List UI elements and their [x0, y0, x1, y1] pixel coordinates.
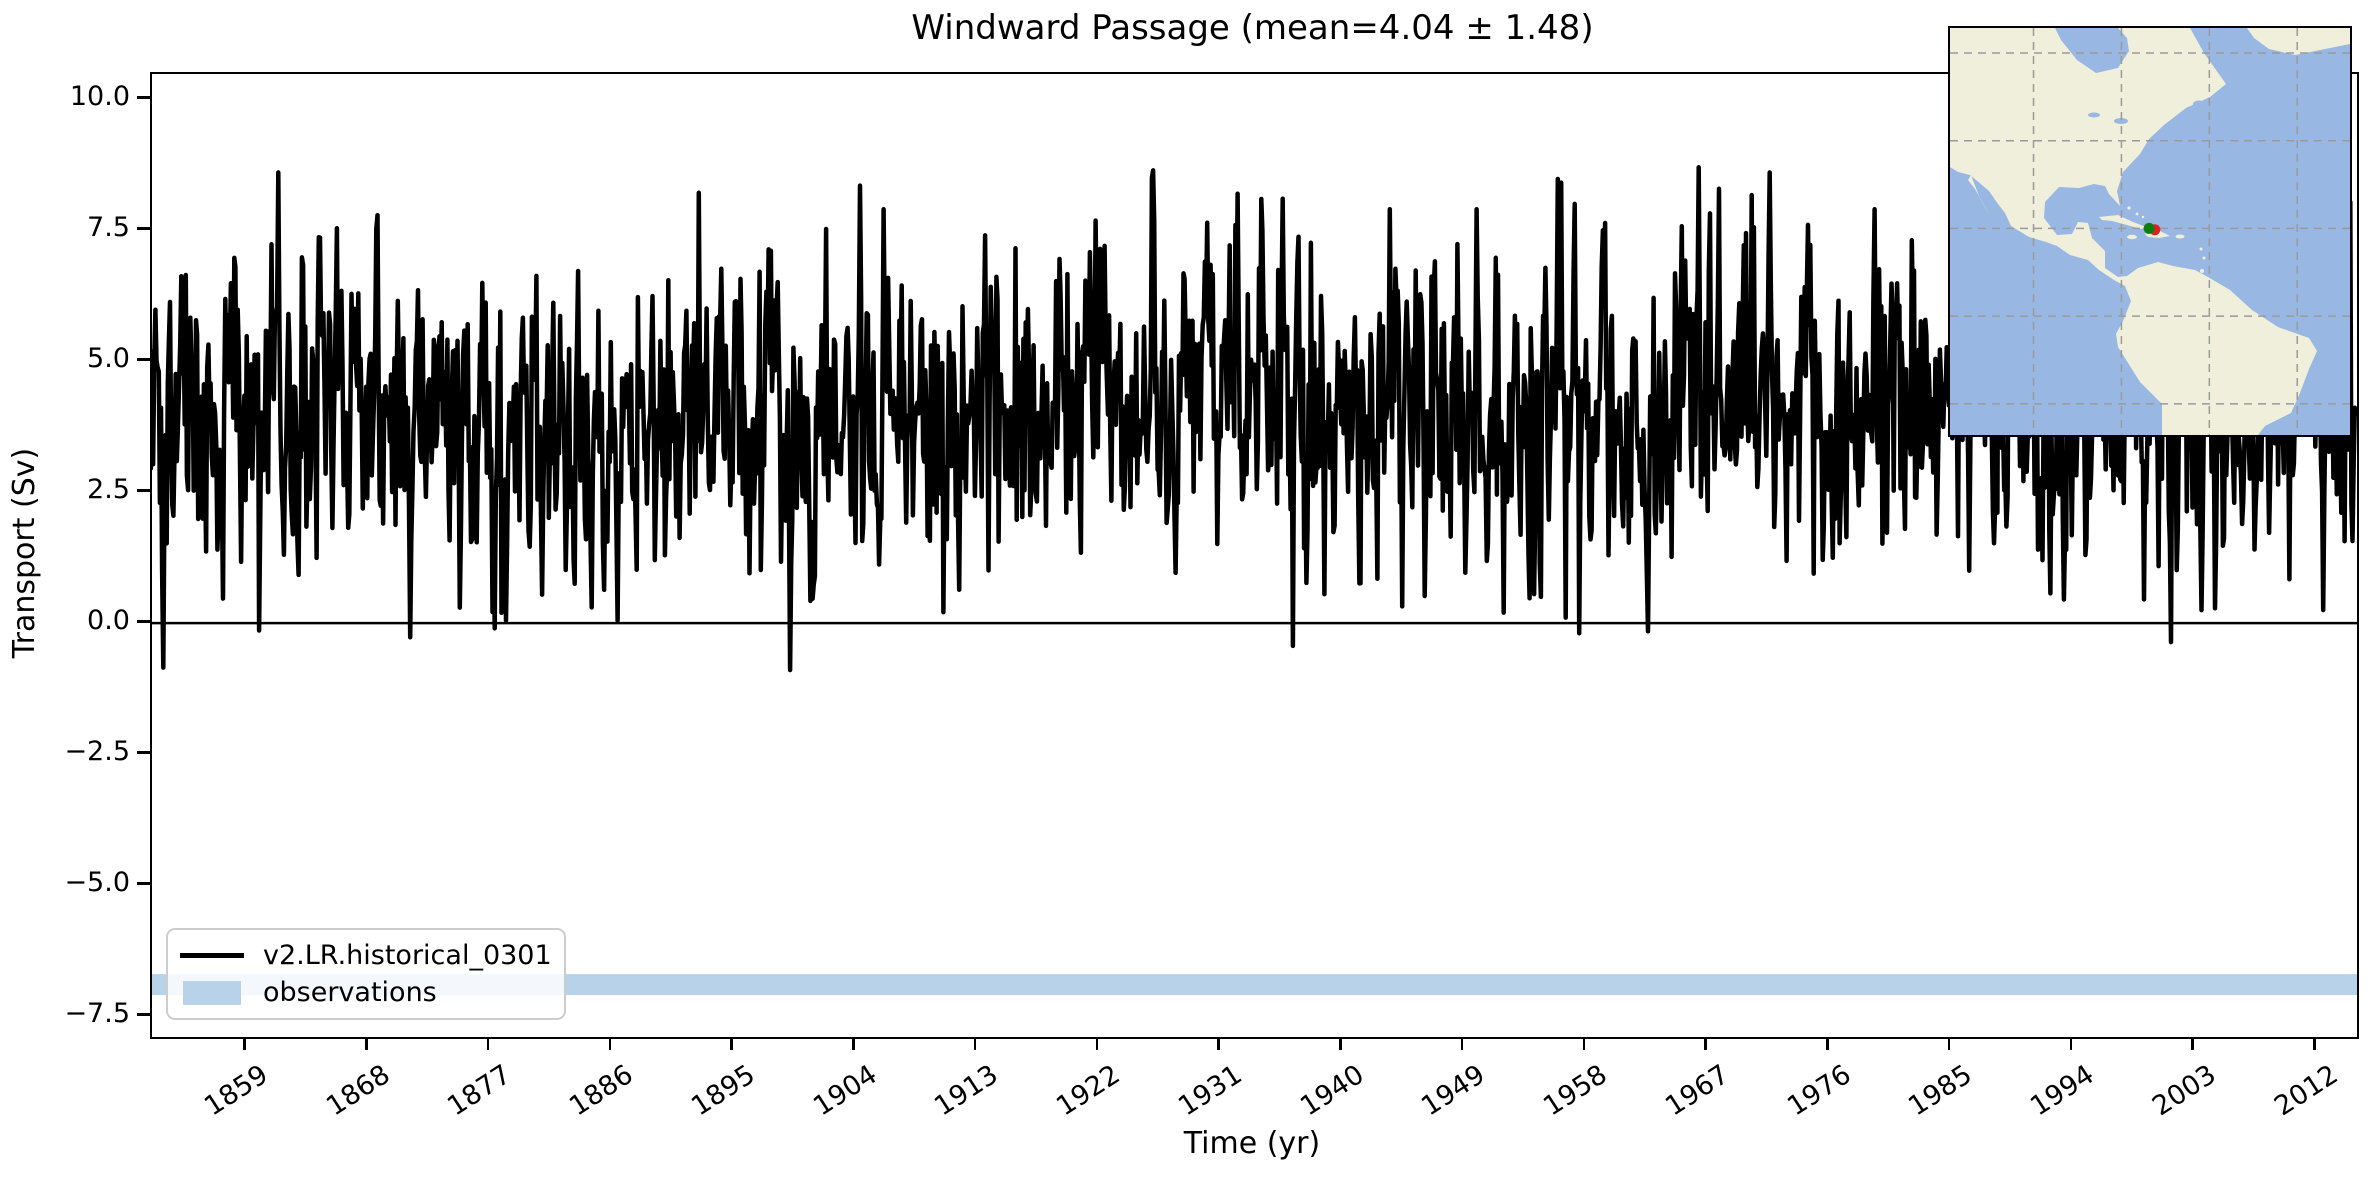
map-land-island [2135, 212, 2139, 216]
map-land-jamaica [2127, 234, 2137, 240]
y-tick-label: 2.5 [87, 474, 130, 506]
x-tick-mark [1095, 1037, 1099, 1050]
y-axis-label: Transport (Sv) [7, 447, 42, 659]
x-tick-mark [1826, 1037, 1829, 1050]
x-tick-label: 1994 [2025, 1059, 2100, 1123]
legend-label-model: v2.LR.historical_0301 [263, 939, 552, 971]
x-tick-label: 1877 [442, 1059, 518, 1123]
x-tick-label: 1895 [686, 1059, 761, 1123]
x-tick-label: 1904 [807, 1059, 883, 1123]
map-land-baja [1968, 175, 1989, 214]
x-tick-mark [1704, 1037, 1707, 1050]
observations-band [152, 974, 2357, 996]
x-tick-mark [973, 1037, 977, 1050]
x-tick-mark [243, 1037, 246, 1050]
x-tick-mark [2191, 1037, 2194, 1050]
map-land-island [2127, 206, 2131, 210]
legend-label-observations: observations [263, 976, 437, 1008]
x-tick-label: 1976 [1781, 1059, 1857, 1123]
y-tick-label: −7.5 [64, 998, 130, 1030]
y-tick-label: −5.0 [64, 867, 130, 899]
y-tick-mark [137, 358, 150, 361]
y-tick-mark [137, 96, 150, 99]
map-lake [2114, 118, 2128, 124]
legend-line-swatch [180, 952, 244, 959]
x-tick-mark [1339, 1037, 1342, 1050]
x-tick-mark [2313, 1037, 2316, 1050]
map-land-puerto-rico [2175, 234, 2185, 239]
obs-location-marker [2143, 222, 2155, 234]
map-canvas [1950, 28, 2350, 435]
map-land-island [2200, 269, 2204, 273]
chart-title: Windward Passage (mean=4.04 ± 1.48) [911, 8, 1594, 48]
map-lake [2193, 100, 2205, 108]
map-land-island [2199, 247, 2203, 251]
x-tick-mark [1947, 1037, 1951, 1050]
x-tick-mark [730, 1037, 733, 1050]
x-tick-mark [486, 1037, 490, 1050]
map-land-americas [1950, 28, 2317, 435]
y-tick-label: 5.0 [87, 343, 130, 375]
map-land-island [2202, 256, 2206, 260]
x-tick-label: 1940 [1294, 1059, 1370, 1123]
y-tick-label: 10.0 [69, 81, 130, 113]
x-tick-label: 1922 [1051, 1059, 1126, 1123]
x-tick-mark [852, 1037, 855, 1050]
x-tick-mark [1582, 1037, 1586, 1050]
y-tick-mark [137, 227, 150, 230]
x-tick-label: 1931 [1173, 1059, 1248, 1123]
legend-entry-observations: observations [180, 976, 552, 1010]
map-lake [2088, 112, 2100, 118]
x-tick-label: 2012 [2268, 1059, 2344, 1123]
x-tick-label: 1958 [1538, 1059, 1613, 1123]
x-tick-label: 2003 [2147, 1059, 2222, 1123]
x-tick-mark [608, 1037, 612, 1050]
y-tick-mark [137, 620, 150, 623]
x-axis-label: Time (yr) [1183, 1126, 1321, 1161]
x-tick-label: 1949 [1416, 1059, 1492, 1123]
inset-map [1948, 26, 2352, 437]
map-land-greenland [2247, 28, 2350, 55]
y-tick-mark [137, 882, 150, 885]
legend: v2.LR.historical_0301 observations [166, 928, 566, 1020]
x-tick-label: 1913 [929, 1059, 1005, 1123]
x-tick-label: 1967 [1660, 1059, 1735, 1123]
y-tick-mark [137, 751, 150, 754]
x-tick-label: 1985 [1903, 1059, 1979, 1123]
x-tick-mark [1460, 1037, 1464, 1050]
y-tick-mark [137, 489, 150, 492]
legend-entry-model: v2.LR.historical_0301 [180, 939, 552, 973]
y-tick-label: −2.5 [64, 736, 130, 768]
x-tick-mark [365, 1037, 368, 1050]
y-tick-label: 7.5 [87, 212, 130, 244]
y-tick-mark [137, 1013, 150, 1016]
x-tick-mark [1217, 1037, 1220, 1050]
x-tick-mark [2069, 1037, 2073, 1050]
map-land-cuba [2099, 215, 2146, 229]
y-tick-label: 0.0 [87, 605, 130, 637]
x-tick-label: 1859 [199, 1059, 274, 1123]
legend-patch-swatch [183, 980, 241, 1005]
map-land-island [2141, 215, 2145, 219]
x-tick-label: 1886 [564, 1059, 639, 1123]
x-tick-label: 1868 [320, 1059, 396, 1123]
